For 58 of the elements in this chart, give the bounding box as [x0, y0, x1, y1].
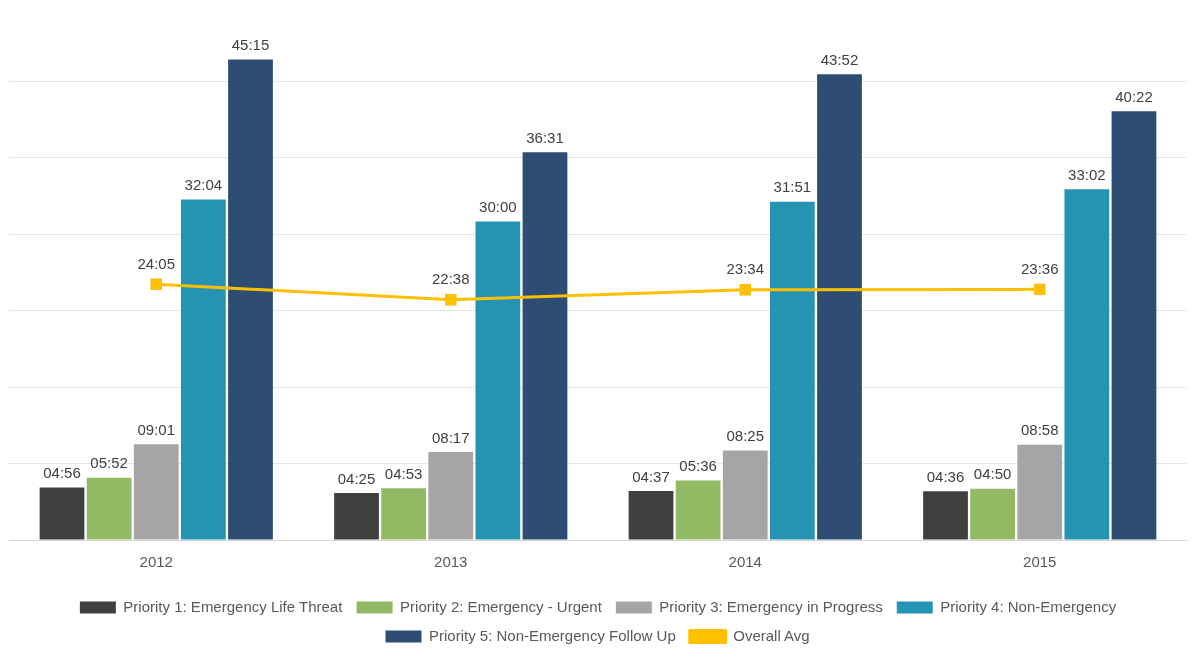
data-label: 40:22 [1115, 87, 1153, 105]
point [739, 283, 751, 296]
bar [180, 199, 226, 540]
x-tick-label: 2014 [728, 553, 762, 571]
bar [334, 493, 379, 540]
data-label: 22:38 [431, 270, 470, 288]
data-label: 08:58 [1020, 421, 1059, 439]
legend-label: Priority 4: Non-Emergency [940, 597, 1117, 615]
bar [475, 221, 521, 540]
bar [817, 74, 862, 540]
bar [428, 452, 474, 540]
bar [86, 477, 132, 540]
bar [628, 490, 674, 540]
bar [522, 152, 568, 540]
x-tick-label: 2015 [1023, 553, 1057, 571]
data-label: 23:36 [1020, 260, 1059, 278]
data-label: 30:00 [479, 198, 517, 216]
data-label: 04:25 [337, 469, 376, 487]
data-label: 23:34 [726, 260, 765, 278]
data-label: 04:36 [926, 467, 965, 485]
bar [970, 488, 1016, 540]
data-label: 04:53 [384, 464, 423, 482]
legend-label: Priority 2: Emergency - Urgent [400, 597, 603, 615]
data-label: 43:52 [820, 50, 859, 68]
data-label: 05:52 [90, 454, 128, 472]
bar [381, 488, 427, 540]
legend-label: Priority 1: Emergency Life Threat [123, 597, 344, 615]
data-label: 31:51 [773, 178, 812, 196]
data-label: 08:25 [726, 427, 765, 445]
data-label: 04:50 [973, 465, 1012, 483]
data-label: 36:31 [526, 128, 564, 146]
legend-label: Priority 3: Emergency in Progress [659, 597, 883, 615]
data-label: 24:05 [137, 254, 176, 272]
bar [722, 450, 768, 540]
bar [1017, 444, 1063, 540]
bar [1064, 189, 1110, 540]
data-label: 09:01 [137, 420, 176, 438]
bar [923, 491, 968, 540]
data-label: 04:56 [43, 464, 81, 482]
data-label: 45:15 [231, 36, 270, 54]
bar [769, 201, 815, 540]
data-label: 08:17 [431, 428, 470, 446]
x-tick-label: 2013 [434, 553, 468, 571]
legend-label: Overall Avg [733, 626, 810, 644]
bar [1111, 111, 1157, 540]
data-label: 33:02 [1068, 165, 1106, 183]
bar [133, 444, 179, 540]
bar [39, 487, 85, 540]
data-label: 05:36 [679, 457, 717, 475]
x-tick-label: 2012 [139, 553, 173, 571]
legend-label: Priority 5: Non-Emergency Follow Up [429, 626, 676, 644]
data-label: 32:04 [184, 176, 223, 194]
bar [228, 59, 273, 540]
point [445, 293, 457, 306]
point [1034, 283, 1046, 296]
data-label: 04:37 [632, 467, 670, 485]
point [150, 278, 162, 290]
bar [675, 480, 721, 540]
